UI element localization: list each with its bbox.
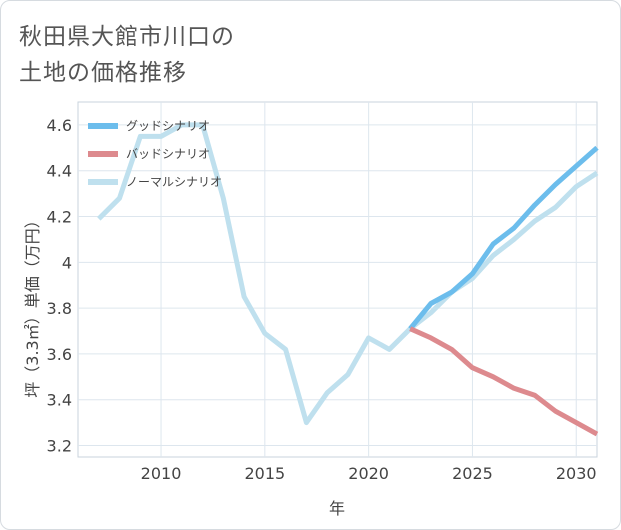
x-tick-label: 2015 [244, 464, 285, 483]
x-tick-label: 2010 [141, 464, 182, 483]
chart-title-line-1: 秋田県大館市川口の [19, 24, 235, 50]
series-lines [97, 122, 599, 437]
tick-labels: 3.2 3.4 3.6 3.8 4 4.2 4.4 4.6 2010 2015 2020 2025 20… [47, 116, 597, 483]
legend-label: バッドシナリオ [126, 147, 210, 161]
x-tick-label: 2025 [452, 464, 493, 483]
y-tick-label: 3.6 [47, 345, 72, 364]
y-tick-label: 4 [62, 253, 72, 272]
series-line-1 [409, 326, 599, 437]
series-line-2 [97, 122, 599, 426]
y-tick-label: 3.4 [47, 391, 72, 410]
x-tick-label: 2030 [556, 464, 597, 483]
y-axis-title: 坪（3.3㎡）単価（万円） [23, 212, 42, 397]
x-tick-label: 2020 [348, 464, 389, 483]
x-axis-title: 年 [329, 499, 345, 518]
chart-title-line-2: 土地の価格推移 [19, 60, 187, 86]
y-tick-label: 3.2 [47, 437, 72, 456]
y-tick-label: 4.2 [47, 208, 72, 227]
y-tick-label: 4.6 [47, 116, 72, 135]
legend-label: グッドシナリオ [126, 119, 210, 133]
y-tick-label: 4.4 [47, 162, 72, 181]
plot-area [77, 101, 598, 458]
y-tick-label: 3.8 [47, 299, 72, 318]
legend-label: ノーマルシナリオ [126, 175, 222, 189]
series-line-0 [408, 145, 599, 331]
